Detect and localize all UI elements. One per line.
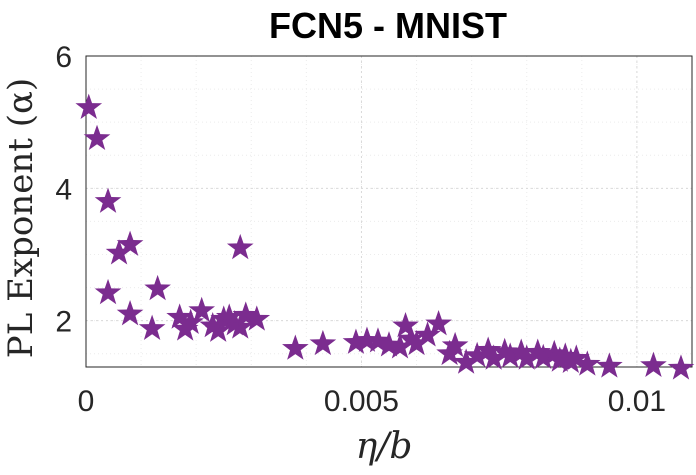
data-point-star (557, 347, 585, 374)
data-point-star (364, 327, 392, 353)
data-point-star (480, 344, 507, 370)
data-point-star (232, 301, 260, 327)
data-point-star (529, 343, 557, 370)
data-point-star (524, 338, 552, 364)
data-point-star (282, 334, 309, 360)
x-tick-label: 0 (78, 385, 95, 418)
data-point-star (221, 309, 249, 336)
data-point-star (496, 342, 524, 368)
data-point-star (166, 303, 193, 329)
data-point-star (441, 331, 469, 358)
data-point-star (215, 303, 243, 329)
plot-area-frame (85, 55, 693, 368)
data-point-star (188, 296, 216, 323)
chart-title: FCN5 - MNIST (269, 5, 507, 46)
y-tick-label: 6 (55, 41, 72, 74)
y-axis-label: PL Exponent (α) (1, 78, 41, 358)
data-point-star (403, 329, 430, 356)
data-point-star (574, 350, 601, 376)
data-point-star (491, 337, 519, 364)
data-point-star (474, 336, 502, 362)
data-point-star (105, 239, 133, 265)
data-point-star (94, 187, 122, 213)
data-point-star (309, 329, 337, 356)
data-point-star (116, 300, 144, 326)
data-point-star (414, 321, 441, 347)
data-point-star (199, 311, 227, 338)
data-point-star (425, 309, 452, 336)
x-axis-label: η/b (356, 426, 413, 467)
data-point-star (138, 314, 166, 340)
data-point-star (596, 352, 623, 378)
data-point-star (342, 328, 370, 354)
data-points (75, 93, 695, 380)
data-point-star (507, 338, 535, 364)
y-tick-label: 2 (55, 306, 72, 339)
data-point-star (243, 305, 271, 331)
data-point-star (397, 325, 425, 351)
data-point-star (204, 316, 232, 342)
data-point-star (94, 278, 122, 305)
data-point-star (353, 326, 381, 352)
data-point-star (513, 344, 541, 370)
data-point-star (226, 233, 254, 260)
tick-labels: 0 0.005 0.01 2 4 6 (55, 41, 666, 418)
data-point-star (226, 313, 254, 339)
x-tick-label: 0.005 (324, 385, 399, 418)
data-point-star (562, 344, 590, 370)
data-point-star (386, 333, 414, 359)
data-point-star (463, 341, 491, 368)
data-point-star (392, 311, 419, 338)
y-tick-label: 4 (55, 173, 72, 206)
data-point-star (667, 354, 695, 380)
data-point-star (640, 351, 667, 377)
data-point-star (177, 308, 204, 334)
x-tick-label: 0.01 (608, 385, 666, 418)
data-point-star (144, 274, 171, 301)
data-point-star (116, 230, 144, 256)
data-point-star (452, 348, 480, 374)
data-point-star (83, 124, 111, 151)
data-point-star (75, 93, 103, 119)
